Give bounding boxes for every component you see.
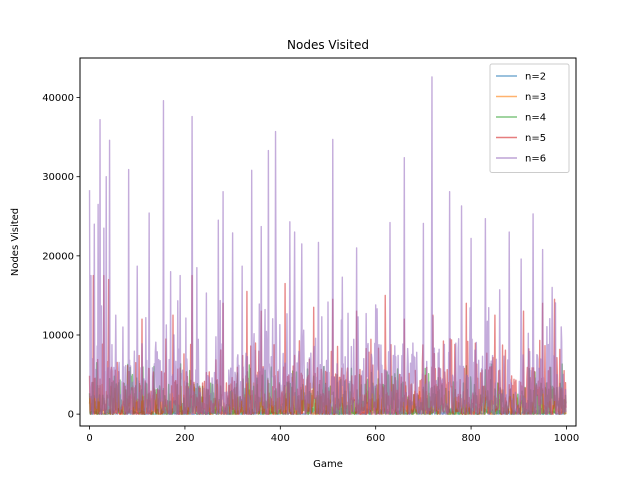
x-tick-label: 1000 [554,433,579,444]
y-tick-label: 40000 [42,93,74,104]
plot-frame [79,57,577,427]
legend-label: n=3 [525,92,546,103]
x-tick-label: 800 [462,433,481,444]
y-tick-label: 20000 [42,251,74,262]
x-tick-label: 400 [271,433,290,444]
y-tick-label: 10000 [42,330,74,341]
legend-label: n=6 [525,154,546,165]
legend-label: n=4 [525,113,546,124]
series-line-n6 [88,76,567,415]
y-tick-label: 0 [68,410,74,421]
y-axis-label: Nodes Visited [10,208,21,276]
legend-box [489,63,570,173]
legend: n=2 n=3 n=4 n=5 n=6 [489,63,570,173]
x-axis: 0 200 400 600 800 1000 [86,426,579,444]
y-axis: 0 10000 20000 30000 40000 [42,93,80,421]
y-tick-label: 30000 [42,172,74,183]
x-tick-label: 0 [86,433,92,444]
chart-title: Nodes Visited [287,38,369,52]
x-tick-label: 200 [175,433,194,444]
x-axis-label: Game [313,459,343,470]
legend-label: n=5 [525,133,546,144]
series-layer [88,76,567,415]
legend-label: n=2 [525,72,546,83]
x-tick-label: 600 [366,433,385,444]
